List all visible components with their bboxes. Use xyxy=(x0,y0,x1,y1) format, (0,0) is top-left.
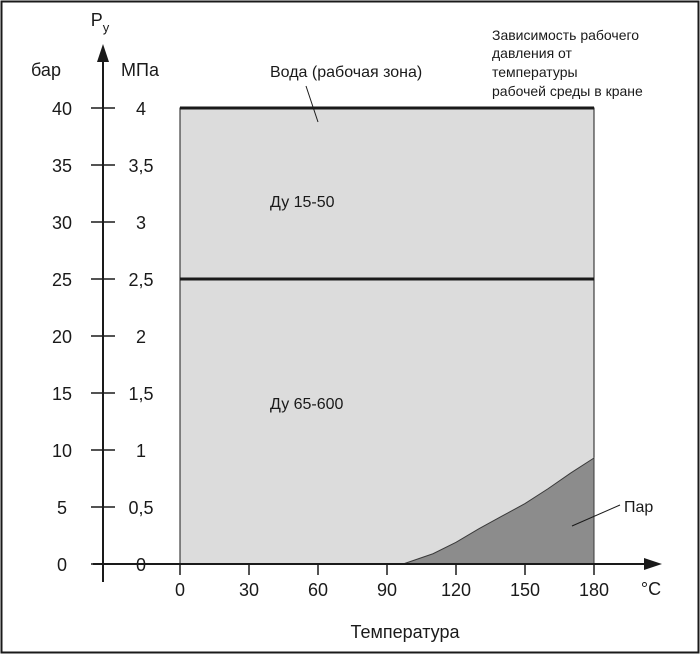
note-line-3: температуры xyxy=(492,64,578,80)
water-zone-leader xyxy=(305,85,319,123)
dn65-600-label: Ду 65-600 xyxy=(270,396,344,413)
water-working-zone xyxy=(179,107,595,565)
y-tick-label-bar: 5 xyxy=(57,498,67,518)
y-tick-label-mpa: 4 xyxy=(136,99,146,119)
x-tick-label: 30 xyxy=(239,580,259,600)
y-tick-label-mpa: 2,5 xyxy=(128,270,153,290)
y-tick-label-bar: 30 xyxy=(52,213,72,233)
x-axis-title: Температура xyxy=(350,622,460,642)
x-tick-label: 0 xyxy=(175,580,185,600)
y-axis-arrow xyxy=(97,44,109,62)
y-tick-label-bar: 35 xyxy=(52,156,72,176)
x-tick-label: 120 xyxy=(441,580,471,600)
note-line-4: рабочей среды в кране xyxy=(492,83,643,99)
x-tick-label: 90 xyxy=(377,580,397,600)
y-ticks: 0 0 5 0,5 10 1 15 1,5 20 2 25 2,5 30 3 35 3,5 40 4 xyxy=(52,99,154,575)
y-tick-label-bar: 10 xyxy=(52,441,72,461)
y-units-bar: бар xyxy=(31,60,61,80)
y-tick-label-bar: 25 xyxy=(52,270,72,290)
note-line-2: давления от xyxy=(492,45,573,61)
y-axis-label: Pу xyxy=(91,10,110,35)
steam-label: Пар xyxy=(624,499,653,516)
x-axis-arrow xyxy=(644,558,662,570)
y-units-mpa: МПа xyxy=(121,60,160,80)
y-tick-label-mpa: 0,5 xyxy=(128,498,153,518)
y-tick-label-bar: 40 xyxy=(52,99,72,119)
y-tick-label-bar: 20 xyxy=(52,327,72,347)
y-tick-label-bar: 0 xyxy=(57,555,67,575)
x-tick-label: 60 xyxy=(308,580,328,600)
x-tick-label: 180 xyxy=(579,580,609,600)
x-tick-label: 150 xyxy=(510,580,540,600)
note-line-1: Зависимость рабочего xyxy=(492,27,639,43)
steam-leader xyxy=(571,504,621,527)
y-tick-label-bar: 15 xyxy=(52,384,72,404)
x-unit-label: °C xyxy=(641,579,661,599)
y-tick-label-mpa: 3,5 xyxy=(128,156,153,176)
y-tick-label-mpa: 1 xyxy=(136,441,146,461)
x-ticks: 0 30 60 90 120 150 180 xyxy=(175,564,609,600)
y-tick-label-mpa: 3 xyxy=(136,213,146,233)
y-tick-label-mpa: 2 xyxy=(136,327,146,347)
water-zone-label: Вода (рабочая зона) xyxy=(270,64,422,81)
steam-region xyxy=(402,457,595,565)
dn15-50-label: Ду 15-50 xyxy=(270,194,335,211)
y-tick-label-mpa: 1,5 xyxy=(128,384,153,404)
y-tick-label-mpa: 0 xyxy=(136,555,146,575)
